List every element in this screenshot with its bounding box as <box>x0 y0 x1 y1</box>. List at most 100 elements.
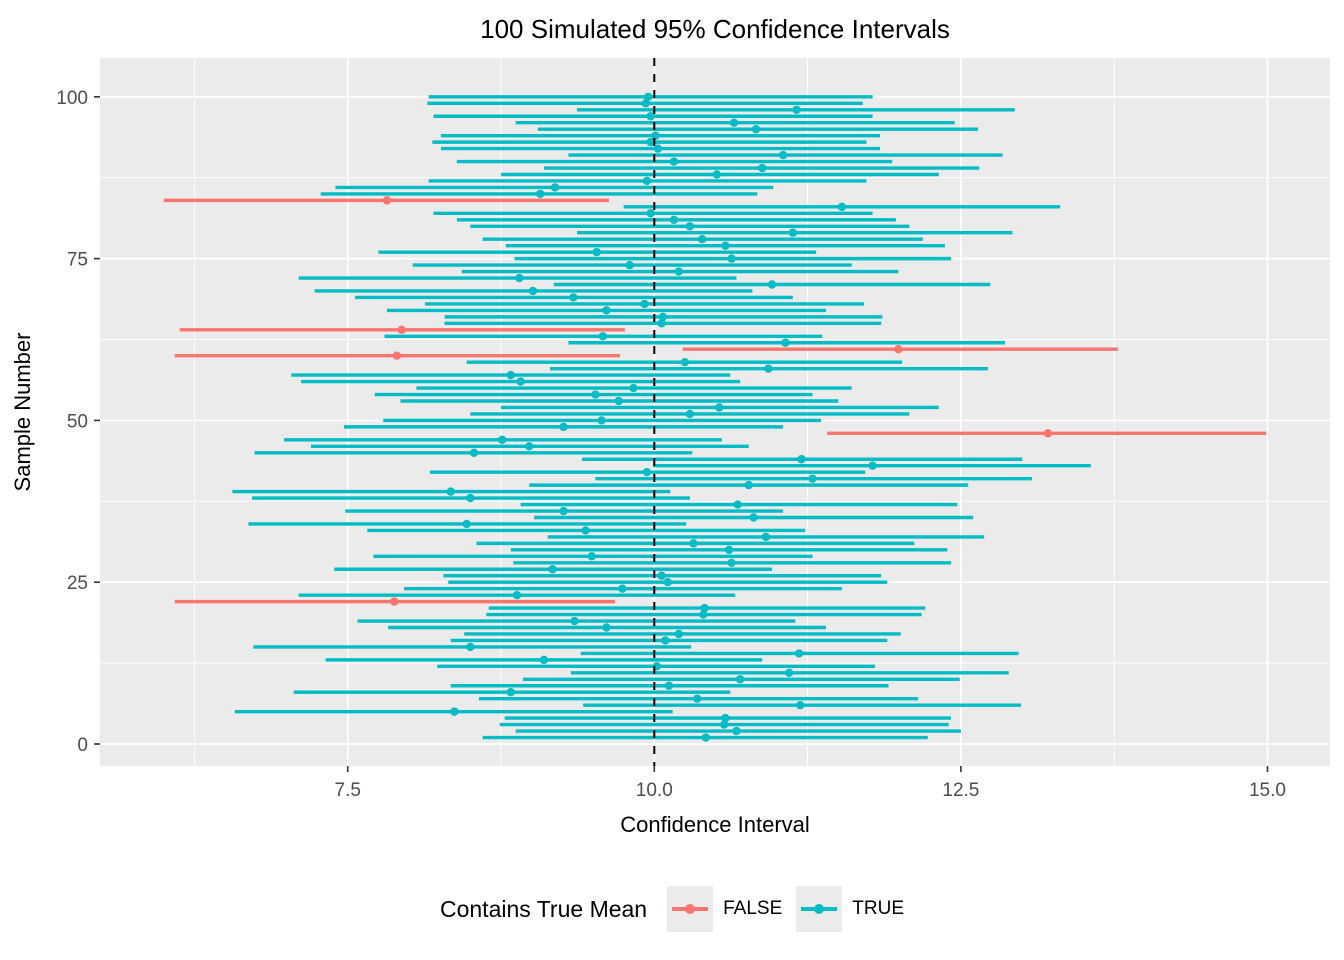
ci-interval-point <box>614 396 623 406</box>
ci-interval-point <box>727 558 736 567</box>
ci-interval-point <box>506 688 516 697</box>
ci-interval-point <box>646 112 655 121</box>
ci-interval-point <box>550 183 560 192</box>
ci-interval-point <box>767 280 777 289</box>
ci-interval-point <box>657 571 666 580</box>
ci-chart: 7.5 10.0 12.5 15.0 0 25 50 75 100 100 Simulated 9… <box>10 14 1330 837</box>
ci-interval-point <box>657 319 666 328</box>
ci-interval-point <box>602 623 611 632</box>
y-tick-label: 75 <box>67 250 88 271</box>
y-axis-title: Sample Number <box>10 333 35 492</box>
ci-interval-point <box>663 578 672 587</box>
ci-interval-point <box>784 668 794 678</box>
ci-interval-point <box>796 700 805 710</box>
ci-interval-point <box>721 241 730 250</box>
ci-interval-point <box>758 163 767 173</box>
ci-interval-point <box>674 267 684 276</box>
false-interval-sample-point <box>685 904 696 914</box>
ci-interval-point <box>712 170 722 179</box>
ci-interval-point <box>506 370 516 380</box>
ci-interval-point <box>536 189 545 199</box>
ci-interval-point <box>466 642 475 652</box>
ci-interval-point <box>642 467 652 477</box>
ci-interval-point <box>597 416 606 425</box>
ci-interval-point <box>397 325 406 335</box>
ci-interval-point <box>646 209 655 218</box>
ci-interval-point <box>392 351 401 360</box>
ci-interval-point <box>1043 429 1053 438</box>
ci-interval-point <box>781 338 790 347</box>
true-interval-sample-point <box>814 904 825 914</box>
ci-interval-point <box>581 526 590 535</box>
ci-interval-point <box>625 260 634 270</box>
ci-interval-point <box>629 383 638 393</box>
ci-interval-point <box>764 364 773 373</box>
ci-interval-point <box>669 157 679 166</box>
ci-interval-point <box>685 222 695 231</box>
legend-key-true-icon <box>796 886 843 932</box>
ci-interval-point <box>525 442 534 451</box>
x-tick-label: 12.5 <box>942 780 979 801</box>
ci-interval-point <box>735 675 745 684</box>
ci-interval-point <box>700 603 709 613</box>
ci-interval-point <box>528 286 538 296</box>
ci-interval-point <box>721 713 730 723</box>
ci-interval-point <box>837 202 847 212</box>
ci-interval-point <box>592 247 601 257</box>
ci-interval-point <box>643 92 653 102</box>
ci-interval-point <box>390 597 399 606</box>
ci-interval-point <box>591 390 600 399</box>
ci-interval-point <box>653 144 663 153</box>
ci-interval-point <box>733 500 742 509</box>
chart-legend: Contains True Mean FALSE TRUE <box>0 874 1344 944</box>
y-tick-label: 50 <box>67 411 88 432</box>
ci-interval-point <box>794 649 804 658</box>
legend-entry-true: TRUE <box>796 886 904 932</box>
ci-interval-point <box>778 150 788 160</box>
ci-interval-point <box>641 99 650 108</box>
ci-interval-point <box>792 105 801 114</box>
ci-interval-point <box>699 610 708 619</box>
ci-interval-point <box>498 435 507 445</box>
ci-interval-point <box>559 506 568 516</box>
ci-interval-point <box>685 409 695 419</box>
ci-interval-point <box>658 312 668 322</box>
ci-interval-point <box>729 118 739 127</box>
legend-label-true: TRUE <box>852 898 904 919</box>
ci-interval-point <box>732 726 741 736</box>
ci-interval-point <box>744 480 753 490</box>
ci-interval-point <box>651 131 660 140</box>
y-tick-label: 25 <box>67 573 88 594</box>
ci-interval-point <box>697 235 707 244</box>
ci-interval-point <box>719 720 729 729</box>
legend-title: Contains True Mean <box>439 895 648 922</box>
ci-interval-point <box>602 306 611 315</box>
ci-interval-point <box>680 357 690 367</box>
ci-interval-point <box>797 455 806 464</box>
ci-interval-point <box>724 545 734 555</box>
ci-interval-point <box>462 519 471 529</box>
ci-interval-point <box>674 629 684 639</box>
ci-interval-point <box>868 461 877 470</box>
ci-interval-point <box>788 228 798 237</box>
ci-interval-point <box>661 636 670 645</box>
ci-interval-point <box>689 539 698 548</box>
ci-interval-point <box>512 590 522 600</box>
legend-entry-false: FALSE <box>667 886 782 932</box>
x-tick-label: 10.0 <box>636 780 673 801</box>
y-tick-label: 100 <box>56 88 88 109</box>
ci-interval-point <box>587 552 596 561</box>
x-tick-label: 7.5 <box>335 780 361 801</box>
ci-interval-point <box>559 422 568 432</box>
ci-interval-point <box>516 377 525 386</box>
x-axis-title: Confidence Interval <box>620 812 810 837</box>
ci-interval-point <box>515 273 524 283</box>
ci-interval-point <box>570 616 579 626</box>
ci-interval-point <box>618 584 627 593</box>
ci-interval-point <box>715 403 724 412</box>
legend-label-false: FALSE <box>723 898 783 919</box>
ci-interval-point <box>539 655 549 665</box>
ci-interval-point <box>450 707 459 716</box>
ci-interval-point <box>466 493 475 503</box>
